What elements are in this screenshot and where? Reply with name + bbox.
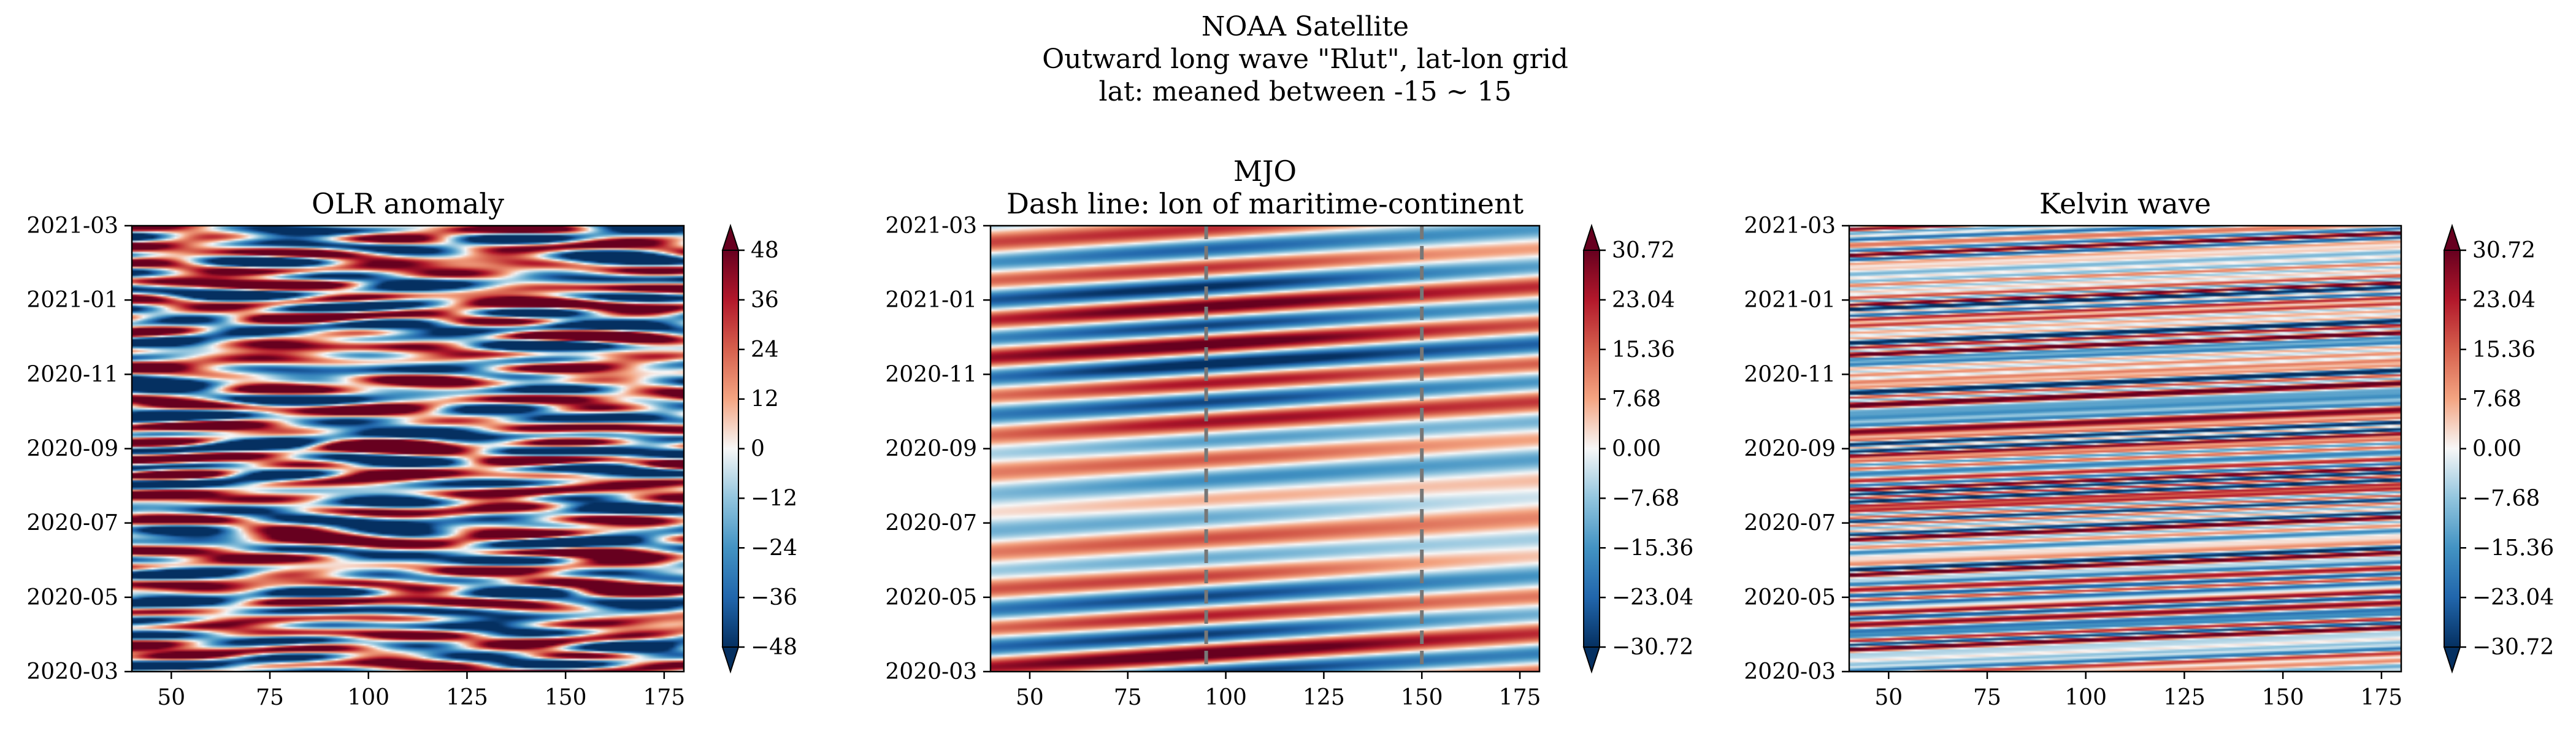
- x-tick-label: 150: [545, 685, 587, 710]
- x-tick-label: 100: [2064, 685, 2107, 710]
- colorbar-tick-label: −7.68: [1612, 486, 1679, 511]
- colorbar-tick-label: −48: [751, 635, 797, 660]
- x-tick-label: 125: [446, 685, 488, 710]
- colorbar-extend-min-1: [1582, 646, 1601, 674]
- colorbar-tick-label: −30.72: [1612, 635, 1693, 660]
- colorbar-tick-label: 23.04: [2472, 288, 2536, 313]
- y-tick-label: 2020-09: [1744, 437, 1836, 462]
- y-tick-label: 2020-03: [885, 659, 977, 684]
- y-tick-label: 2020-11: [1744, 362, 1836, 387]
- x-tick-label: 75: [1114, 685, 1142, 710]
- colorbar-2: [2444, 250, 2460, 647]
- panel-title-1-1: Dash line: lon of maritime-continent: [1006, 187, 1524, 220]
- colorbar-tick-label: 15.36: [1612, 337, 1675, 362]
- y-tick-label: 2020-07: [885, 511, 977, 536]
- x-tick-label: 100: [1205, 685, 1247, 710]
- colorbar-tick-label: 7.68: [2472, 387, 2521, 412]
- colorbar-tick-label: 0.00: [2472, 437, 2521, 462]
- colorbar-tick-label: 23.04: [1612, 288, 1675, 313]
- panels: OLR anomaly 50 75 100 125 150 175 2020-03 2020-0…: [26, 155, 2554, 710]
- colorbar-tick-label: 15.36: [2472, 337, 2536, 362]
- colorbar-tick-label: 0: [751, 437, 765, 462]
- colorbar-tick-label: −36: [751, 585, 797, 610]
- x-tick-label: 175: [643, 685, 685, 710]
- panel-title-2-0: Kelvin wave: [2039, 187, 2211, 220]
- suptitle-line-2: Outward long wave "Rlut", lat-lon grid: [1042, 44, 1568, 75]
- suptitle-line-3: lat: meaned between -15 ~ 15: [1099, 76, 1512, 107]
- x-tick-label: 75: [1973, 685, 2001, 710]
- x-tick-label: 150: [2262, 685, 2304, 710]
- y-tick-label: 2020-05: [26, 585, 118, 610]
- colorbar-tick-label: 7.68: [1612, 387, 1661, 412]
- colorbar-tick-label: −23.04: [1612, 585, 1693, 610]
- colorbar-extend-max-1: [1582, 223, 1601, 251]
- colorbar-tick-label: −7.68: [2472, 486, 2540, 511]
- y-tick-label: 2021-03: [885, 213, 977, 239]
- colorbar-tick-label: −15.36: [2472, 535, 2554, 561]
- heatmap-image-1: [991, 226, 1539, 672]
- colorbar-tick-label: 36: [751, 288, 779, 313]
- colorbar-extend-min-0: [721, 646, 740, 674]
- x-tick-label: 50: [157, 685, 185, 710]
- colorbar-tick-label: 24: [751, 337, 779, 362]
- y-tick-label: 2020-09: [885, 437, 977, 462]
- y-tick-label: 2020-11: [885, 362, 977, 387]
- colorbar-tick-label: 30.72: [1612, 238, 1675, 263]
- y-tick-label: 2021-01: [1744, 288, 1836, 313]
- y-tick-label: 2020-07: [26, 511, 118, 536]
- heatmap-image-0: [132, 226, 684, 672]
- colorbar-tick-label: −15.36: [1612, 535, 1693, 561]
- colorbar-tick-label: −12: [751, 486, 797, 511]
- x-tick-label: 150: [1401, 685, 1443, 710]
- panel-title-1-0: MJO: [1233, 155, 1297, 188]
- x-tick-label: 100: [347, 685, 389, 710]
- colorbar-extend-min-2: [2443, 646, 2461, 674]
- colorbar-tick-label: 12: [751, 387, 779, 412]
- x-tick-label: 75: [256, 685, 284, 710]
- heatmap-image-2: [1849, 226, 2401, 672]
- suptitle-line-1: NOAA Satellite: [1202, 11, 1409, 42]
- x-tick-label: 125: [1303, 685, 1345, 710]
- colorbar-extend-max-2: [2443, 223, 2461, 251]
- y-tick-label: 2021-03: [1744, 213, 1836, 239]
- colorbar-tick-label: 30.72: [2472, 238, 2536, 263]
- x-tick-label: 50: [1016, 685, 1044, 710]
- y-tick-label: 2021-01: [885, 288, 977, 313]
- colorbar-tick-label: −30.72: [2472, 635, 2554, 660]
- x-tick-label: 175: [2360, 685, 2402, 710]
- y-tick-label: 2020-11: [26, 362, 118, 387]
- x-tick-label: 175: [1499, 685, 1541, 710]
- y-tick-label: 2021-01: [26, 288, 118, 313]
- y-tick-label: 2020-03: [1744, 659, 1836, 684]
- panel-title-0-0: OLR anomaly: [312, 187, 504, 220]
- y-tick-label: 2020-05: [885, 585, 977, 610]
- colorbar-extend-max-0: [721, 223, 740, 251]
- x-tick-label: 125: [2163, 685, 2206, 710]
- y-tick-label: 2020-05: [1744, 585, 1836, 610]
- colorbar-0: [723, 250, 738, 647]
- y-tick-label: 2020-07: [1744, 511, 1836, 536]
- colorbar-tick-label: 48: [751, 238, 779, 263]
- y-tick-label: 2020-09: [26, 437, 118, 462]
- colorbar-1: [1584, 250, 1600, 647]
- x-tick-label: 50: [1874, 685, 1903, 710]
- colorbar-tick-label: −24: [751, 535, 797, 561]
- colorbar-tick-label: 0.00: [1612, 437, 1661, 462]
- colorbar-tick-label: −23.04: [2472, 585, 2554, 610]
- y-tick-label: 2021-03: [26, 213, 118, 239]
- y-tick-label: 2020-03: [26, 659, 118, 684]
